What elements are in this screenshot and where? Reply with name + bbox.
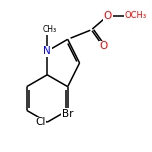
Text: O: O — [104, 11, 112, 21]
Text: N: N — [43, 46, 51, 56]
Text: Cl: Cl — [35, 117, 46, 127]
Text: Br: Br — [62, 109, 73, 119]
Text: OCH₃: OCH₃ — [124, 11, 146, 20]
Text: O: O — [99, 41, 107, 51]
Text: CH₃: CH₃ — [43, 25, 57, 34]
